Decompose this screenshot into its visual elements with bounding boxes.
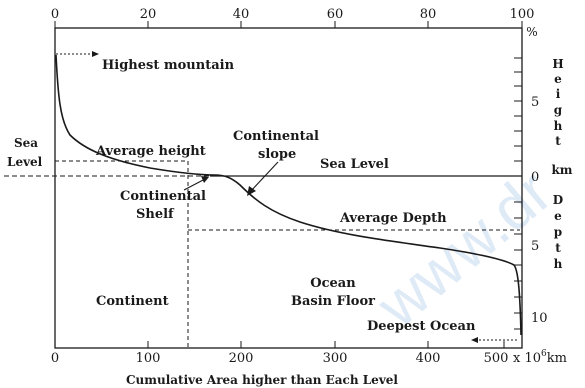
bottom-axis [147, 341, 505, 348]
continental-slope-label-2: slope [258, 147, 296, 162]
continental-shelf-label-1: Continental [120, 189, 206, 204]
svg-text:e: e [554, 209, 562, 223]
right-tick-depth-10: 10 [531, 311, 548, 326]
average-height-label: Average height [95, 144, 206, 159]
km-label: km [551, 163, 572, 177]
svg-text:H: H [552, 57, 563, 71]
continental-slope-arrowhead [247, 186, 256, 196]
bottom-axis-unit: x 106km [513, 349, 567, 366]
continental-shelf-label-2: Shelf [136, 207, 175, 222]
top-axis-unit: % [526, 25, 537, 39]
height-label: H e i g h t [552, 57, 563, 148]
bottom-tick-500: 500 [484, 351, 509, 366]
sea-level-label: Sea Level [320, 157, 389, 172]
continental-shelf-arrow [183, 178, 206, 191]
bottom-tick-0: 0 [51, 351, 59, 366]
continental-slope-arrow [249, 161, 279, 193]
highest-mountain-label: Highest mountain [102, 58, 235, 73]
sea-label-left: Sea [14, 136, 38, 150]
bottom-tick-300: 300 [323, 351, 348, 366]
bottom-tick-400: 400 [416, 351, 441, 366]
svg-text:h: h [554, 257, 563, 271]
top-tick-40: 40 [233, 7, 250, 22]
top-tick-0: 0 [51, 7, 59, 22]
continental-shelf-arrowhead [201, 176, 209, 183]
top-tick-60: 60 [327, 7, 344, 22]
deepest-ocean-label: Deepest Ocean [367, 319, 476, 334]
right-tick-height-5: 5 [531, 95, 539, 110]
svg-text:h: h [554, 119, 563, 133]
level-label-left: Level [7, 155, 43, 169]
top-tick-100: 100 [510, 7, 535, 22]
svg-text:i: i [556, 87, 561, 101]
depth-label: D e p t h [553, 193, 563, 271]
basin-floor-label: Basin Floor [291, 294, 375, 309]
continent-label: Continent [96, 294, 169, 309]
bottom-tick-200: 200 [229, 351, 254, 366]
top-tick-20: 20 [140, 7, 157, 22]
svg-text:D: D [553, 193, 563, 207]
right-tick-0: 0 [531, 170, 539, 185]
svg-text:p: p [554, 225, 562, 239]
svg-text:t: t [555, 134, 561, 148]
ocean-label: Ocean [310, 276, 356, 291]
deepest-ocean-arrowhead [471, 337, 478, 343]
top-axis [54, 21, 523, 28]
plot-frame [54, 27, 523, 349]
svg-text:g: g [554, 103, 563, 117]
svg-text:e: e [554, 72, 562, 86]
average-depth-label: Average Depth [339, 211, 447, 226]
bottom-tick-100: 100 [136, 351, 161, 366]
bottom-axis-title: Cumulative Area higher than Each Level [126, 373, 398, 387]
hypsographic-curve [55, 54, 522, 336]
highest-mountain-arrowhead [92, 51, 99, 57]
right-tick-depth-5: 5 [531, 239, 539, 254]
svg-text:t: t [555, 241, 561, 255]
continental-slope-label-1: Continental [233, 129, 319, 144]
top-tick-80: 80 [420, 7, 437, 22]
